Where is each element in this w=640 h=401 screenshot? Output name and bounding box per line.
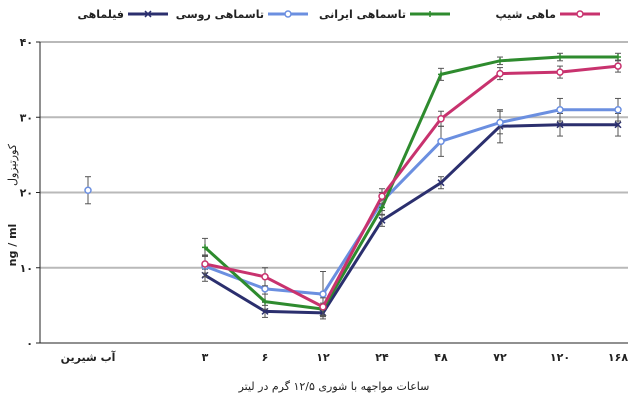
series-line: [204, 123, 618, 315]
data-point: [576, 10, 584, 18]
series-line: [204, 64, 619, 309]
data-point: [202, 244, 208, 251]
data-point: [614, 62, 622, 70]
data-point: [614, 105, 622, 114]
y-tick-label: ۴۰: [20, 36, 33, 49]
series-line: [204, 108, 618, 296]
data-point: [437, 179, 445, 187]
y-axis-unit: ng / ml: [6, 224, 19, 267]
y-axis-title: کورتیزول: [6, 143, 19, 186]
data-point: [284, 10, 292, 18]
data-point: [557, 54, 563, 61]
data-point: [437, 115, 445, 123]
data-point: [497, 57, 503, 64]
data-point: [144, 10, 152, 18]
data-point: [438, 71, 444, 78]
x-tick-label: ۳: [202, 351, 209, 364]
y-tick-label: ۱۰: [20, 262, 33, 275]
x-tick-label: ۶: [262, 351, 269, 364]
x-tick-label: ۱۲: [316, 351, 330, 364]
x-tick-label: ۷۲: [493, 351, 507, 364]
data-point: [261, 273, 269, 281]
data-point: [556, 105, 564, 114]
data-point: [378, 192, 386, 201]
data-point: [261, 285, 269, 293]
x-tick-label: ۱۲۰: [550, 351, 570, 364]
x-axis-title: ساعات مواجهه با شوری ۱۲/۵ گرم در لیتر: [238, 380, 430, 393]
x-tick-label: ۱۶۸: [608, 351, 628, 364]
data-point: [556, 121, 564, 129]
data-point: [379, 204, 385, 211]
data-point: [614, 121, 622, 129]
data-point: [378, 216, 386, 224]
x-tick-label: ۴۸: [434, 351, 448, 364]
y-tick-label: ۰: [26, 337, 33, 350]
y-tick-label: ۳۰: [20, 111, 33, 124]
legend-label: فیلماهی: [78, 8, 124, 21]
data-point: [437, 137, 445, 146]
data-point: [556, 68, 564, 76]
y-tick-label: ۲۰: [20, 187, 33, 200]
data-point: [319, 290, 327, 298]
data-point: [496, 118, 504, 127]
data-point: [201, 260, 209, 268]
data-point: [84, 186, 92, 194]
data-point: [262, 298, 268, 305]
data-point: [615, 54, 621, 61]
data-point: [427, 11, 433, 17]
series-line: [203, 55, 618, 311]
legend-label: ماهی شیپ: [496, 8, 556, 21]
legend-label: تاسماهی روسی: [176, 8, 264, 21]
x-tick-label: آب شیرین: [61, 350, 116, 364]
legend-label: تاسماهی ایرانی: [319, 8, 406, 21]
data-point: [496, 69, 504, 78]
x-tick-label: ۲۴: [375, 351, 389, 364]
data-point: [319, 303, 327, 311]
